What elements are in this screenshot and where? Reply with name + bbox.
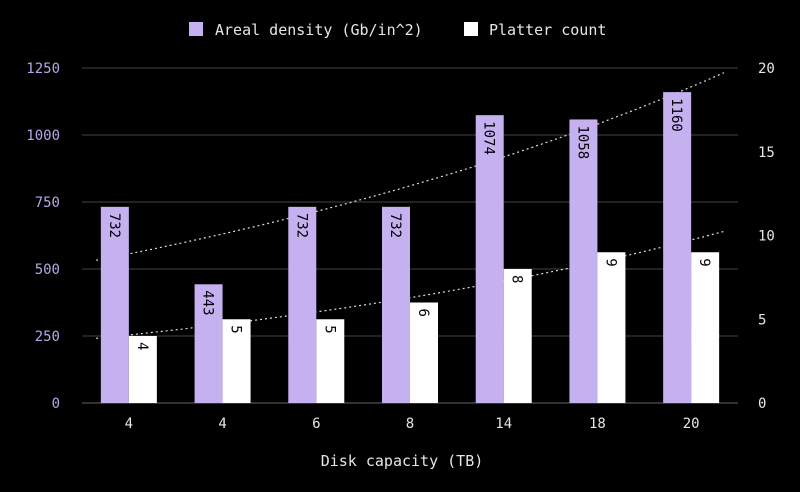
data-label-platter-count: 6 <box>415 309 431 317</box>
data-label-platter-count: 8 <box>509 275 525 283</box>
y-right-tick-label: 10 <box>758 229 775 245</box>
y-left-tick-label: 500 <box>35 262 60 278</box>
legend-swatch-platter-count <box>464 22 478 36</box>
bar-areal-density <box>663 92 692 404</box>
x-tick-label: 18 <box>589 416 606 432</box>
bar-platter-count <box>597 252 626 403</box>
y-right-tick-label: 5 <box>758 312 766 328</box>
data-label-areal-density: 732 <box>106 213 122 238</box>
bar-platter-count <box>316 319 345 403</box>
y-right-tick-label: 20 <box>758 61 775 77</box>
data-label-areal-density: 732 <box>387 213 403 238</box>
data-label-areal-density: 1160 <box>668 98 684 132</box>
x-axis-title: Disk capacity (TB) <box>321 452 484 470</box>
x-tick-label: 4 <box>218 416 226 432</box>
y-left-tick-label: 1000 <box>26 128 60 144</box>
y-left-tick-label: 250 <box>35 329 60 345</box>
x-tick-label: 4 <box>125 416 133 432</box>
legend-label-platter-count: Platter count <box>489 21 606 39</box>
data-label-platter-count: 5 <box>321 325 337 333</box>
y-left-tick-label: 1250 <box>26 61 60 77</box>
bar-areal-density <box>100 206 129 403</box>
data-label-platter-count: 5 <box>228 325 244 333</box>
data-label-areal-density: 1058 <box>574 125 590 159</box>
legend-label-areal-density: Areal density (Gb/in^2) <box>215 21 423 39</box>
legend: Areal density (Gb/in^2) Platter count <box>189 21 606 39</box>
y-right-tick-label: 0 <box>758 396 766 412</box>
legend-swatch-areal-density <box>189 22 203 36</box>
data-label-layer: 732 4 443 5 732 5 732 6 1074 8 1058 9 1160 9 <box>106 98 712 350</box>
bar-areal-density <box>288 206 317 403</box>
data-label-platter-count: 9 <box>602 258 618 266</box>
bar-platter-count <box>691 252 720 403</box>
y-left-tick-label: 750 <box>35 195 60 211</box>
y-left-tick-label: 0 <box>52 396 60 412</box>
data-label-areal-density: 443 <box>200 290 216 315</box>
data-label-platter-count: 4 <box>134 342 150 350</box>
bar-areal-density <box>569 119 598 404</box>
data-label-platter-count: 9 <box>696 258 712 266</box>
bar-areal-density <box>194 284 223 403</box>
axis-layer: 0 250 500 750 1000 1250 0 5 10 15 20 4 4 6 8 14 18 20 <box>26 61 775 432</box>
data-label-areal-density: 1074 <box>481 121 497 155</box>
x-tick-label: 6 <box>312 416 320 432</box>
bar-platter-count <box>410 302 438 403</box>
bar-platter-count <box>503 269 532 403</box>
trendline-areal-density <box>95 72 725 261</box>
bar-platter-count <box>128 336 157 403</box>
bar-areal-density <box>475 115 504 403</box>
y-right-tick-label: 15 <box>758 145 775 161</box>
data-label-areal-density: 732 <box>293 213 309 238</box>
x-tick-label: 20 <box>683 416 700 432</box>
bar-layer <box>100 92 720 404</box>
x-tick-label: 8 <box>406 416 414 432</box>
bar-platter-count <box>222 319 251 403</box>
trendline-layer <box>95 72 725 339</box>
x-tick-label: 14 <box>495 416 512 432</box>
bar-areal-density <box>382 206 410 403</box>
